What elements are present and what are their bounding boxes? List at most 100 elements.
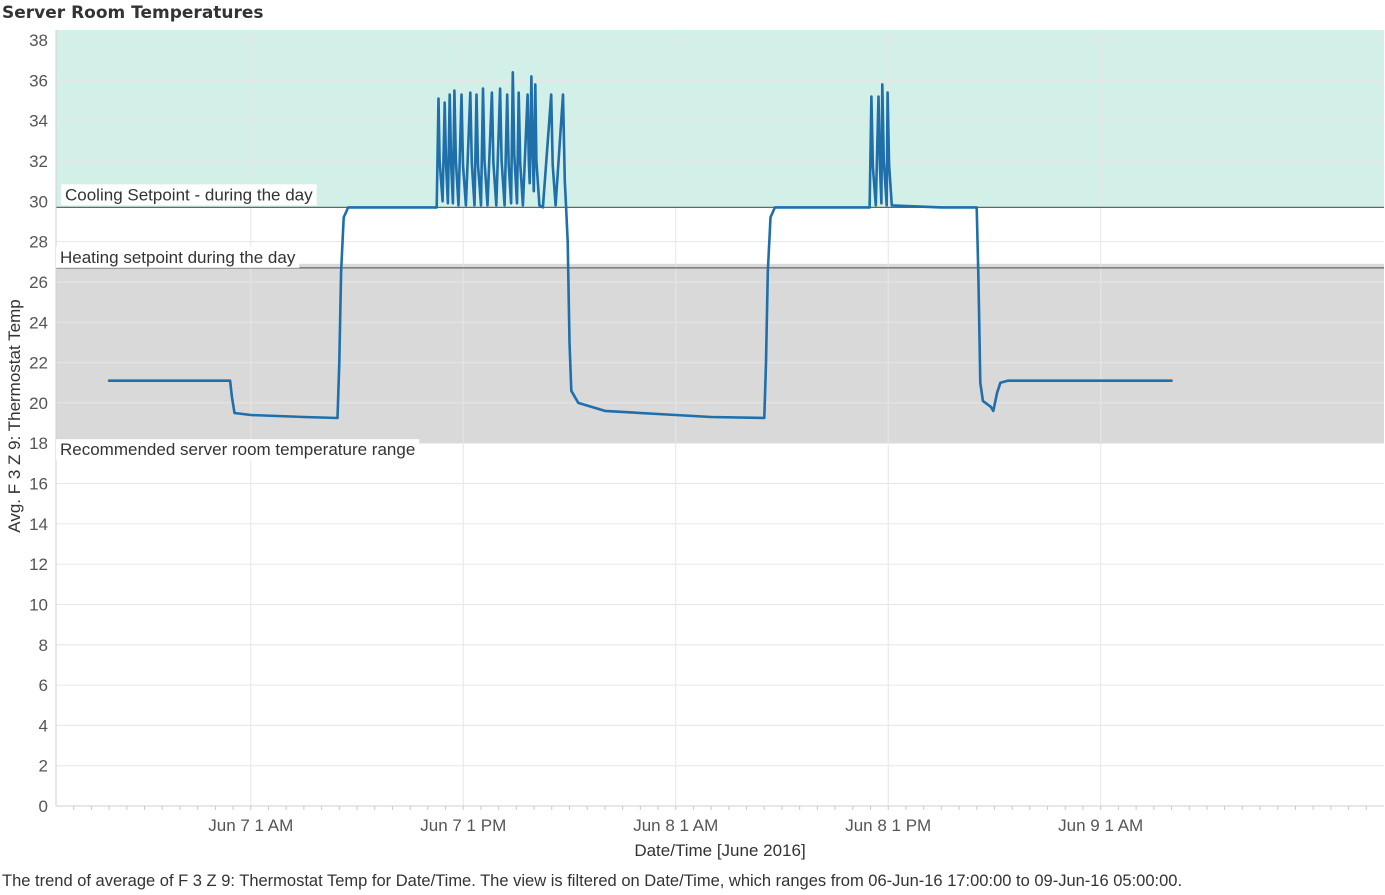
data-point	[462, 164, 464, 166]
data-point	[868, 206, 871, 209]
data-point	[535, 160, 538, 162]
data-point	[477, 164, 479, 166]
x-tick-label: Jun 7 1 AM	[208, 816, 293, 835]
label-background	[61, 184, 317, 206]
data-point	[340, 270, 342, 273]
data-point	[532, 190, 535, 193]
series-line-0	[107, 71, 1173, 420]
band-0	[56, 30, 1384, 208]
data-point	[460, 93, 463, 96]
data-point	[302, 416, 305, 418]
data-point	[510, 202, 512, 205]
data-point	[453, 89, 456, 92]
data-point	[507, 164, 510, 166]
data-point	[499, 87, 502, 90]
chart-caption: The trend of average of F 3 Z 9: Thermos…	[2, 872, 1183, 890]
x-tick-label: Jun 7 1 PM	[420, 816, 506, 835]
data-point	[441, 200, 444, 203]
data-point	[570, 389, 573, 392]
data-point	[438, 160, 441, 162]
data-point	[445, 164, 448, 166]
y-tick-label: 24	[29, 313, 48, 332]
data-point	[513, 154, 516, 156]
data-point	[890, 204, 893, 207]
data-point	[886, 91, 889, 94]
data-point	[233, 412, 236, 414]
data-point	[229, 379, 232, 382]
data-point	[336, 417, 339, 419]
data-point	[975, 206, 978, 209]
data-point	[657, 413, 659, 415]
data-point	[486, 204, 489, 207]
data-point	[992, 410, 995, 412]
data-point	[999, 381, 1002, 384]
data-point	[108, 379, 111, 382]
data-point	[457, 204, 460, 207]
data-point	[448, 93, 451, 96]
data-point	[877, 95, 880, 98]
y-tick-label: 26	[29, 273, 48, 292]
data-point	[531, 150, 534, 152]
data-point	[977, 281, 980, 283]
annotation-label: Heating setpoint during the day	[60, 248, 296, 267]
band-layer	[56, 30, 1384, 444]
data-point	[435, 206, 438, 209]
data-point	[469, 91, 472, 94]
data-point	[482, 87, 484, 90]
data-point	[996, 391, 999, 394]
data-point	[450, 164, 453, 166]
data-point	[347, 206, 350, 209]
x-axis-title: Date/Time [June 2016]	[634, 841, 805, 860]
data-point	[492, 162, 495, 164]
label-background	[56, 439, 420, 461]
data-point	[437, 97, 440, 100]
y-tick-label: 22	[29, 354, 48, 373]
y-tick-label: 32	[29, 152, 48, 171]
data-point	[874, 204, 877, 207]
y-tick-label: 28	[29, 233, 48, 252]
data-point	[500, 160, 503, 162]
data-point	[483, 160, 486, 162]
data-point	[1170, 379, 1173, 382]
y-tick-label: 14	[29, 515, 48, 534]
x-tick-label: Jun 8 1 AM	[633, 816, 718, 835]
data-point	[565, 204, 567, 207]
y-tick-label: 4	[39, 716, 48, 735]
data-point	[530, 75, 533, 78]
cooling-setpoint-label: Cooling Setpoint - during the day	[61, 184, 317, 206]
data-point	[161, 379, 164, 382]
data-point	[563, 180, 566, 183]
data-point	[528, 182, 531, 185]
data-point	[990, 406, 992, 408]
data-point	[480, 204, 482, 207]
axis-layer	[55, 30, 1384, 810]
data-point	[534, 83, 537, 86]
data-point	[495, 204, 498, 207]
data-point	[1006, 379, 1009, 382]
data-point	[888, 164, 890, 166]
data-point	[503, 204, 506, 207]
data-point	[550, 93, 553, 96]
data-point	[870, 95, 873, 98]
data-point	[554, 204, 557, 207]
data-point	[521, 204, 524, 207]
data-point	[452, 202, 454, 205]
data-point	[871, 166, 874, 168]
data-point	[882, 160, 885, 162]
data-point	[511, 71, 514, 74]
data-point	[765, 361, 767, 364]
data-point	[473, 204, 476, 207]
y-tick-label: 18	[29, 434, 48, 453]
data-point	[517, 91, 520, 94]
data-point	[769, 216, 772, 219]
data-point	[470, 162, 473, 164]
data-point	[568, 341, 571, 344]
heating-setpoint-label: Heating setpoint during the day	[56, 246, 300, 268]
data-point	[551, 164, 554, 166]
data-point	[538, 204, 541, 207]
y-tick-label: 12	[29, 555, 48, 574]
data-point	[230, 395, 233, 398]
data-point	[454, 160, 457, 162]
y-tick-label: 16	[29, 475, 48, 494]
